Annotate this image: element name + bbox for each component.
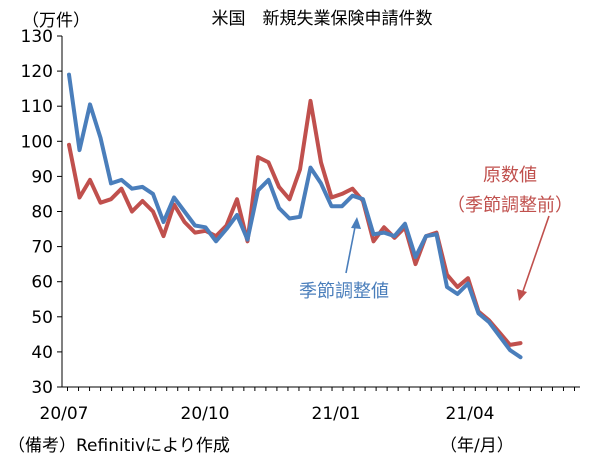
y-tick-label: 110: [21, 97, 53, 117]
y-tick-label: 120: [21, 62, 53, 82]
arrow-raw-head: [517, 289, 527, 301]
x-tick-label: 21/04: [446, 404, 495, 424]
y-tick-label: 30: [31, 378, 53, 398]
series-label-sa: 季節調整値: [299, 281, 389, 302]
source-note: （備考）Refinitivにより作成: [8, 436, 230, 456]
series-line-raw: [67, 98, 523, 347]
chart-title: 米国 新規失業保険申請件数: [212, 9, 433, 29]
y-tick-label: 130: [21, 27, 53, 47]
y-unit-label: （万件）: [22, 11, 90, 31]
arrow-raw: [520, 215, 550, 298]
x-axis-ticks: 20/07 20/10 21/01 21/04: [40, 387, 575, 424]
series-lines: [67, 72, 523, 360]
y-tick-label: 40: [31, 343, 53, 363]
arrow-sa: [345, 221, 357, 274]
series-label-raw: 原数値: [483, 165, 537, 186]
y-axis-ticks: 30 40 50 60 70 80 90 100 110 120 130: [21, 27, 62, 398]
x-unit-label: （年/月）: [440, 436, 514, 456]
series-sublabel-raw: （季節調整前）: [447, 195, 573, 216]
y-tick-label: 90: [31, 167, 53, 187]
x-tick-label: 21/01: [312, 404, 361, 424]
arrow-sa-head: [351, 217, 361, 229]
series-line-seasonally-adjusted: [67, 72, 523, 360]
y-tick-label: 70: [31, 238, 53, 258]
x-tick-label: 20/07: [40, 404, 89, 424]
y-tick-label: 100: [21, 132, 53, 152]
y-tick-label: 80: [31, 203, 53, 223]
y-tick-label: 60: [31, 273, 53, 293]
y-tick-label: 50: [31, 308, 53, 328]
x-tick-label: 20/10: [181, 404, 230, 424]
